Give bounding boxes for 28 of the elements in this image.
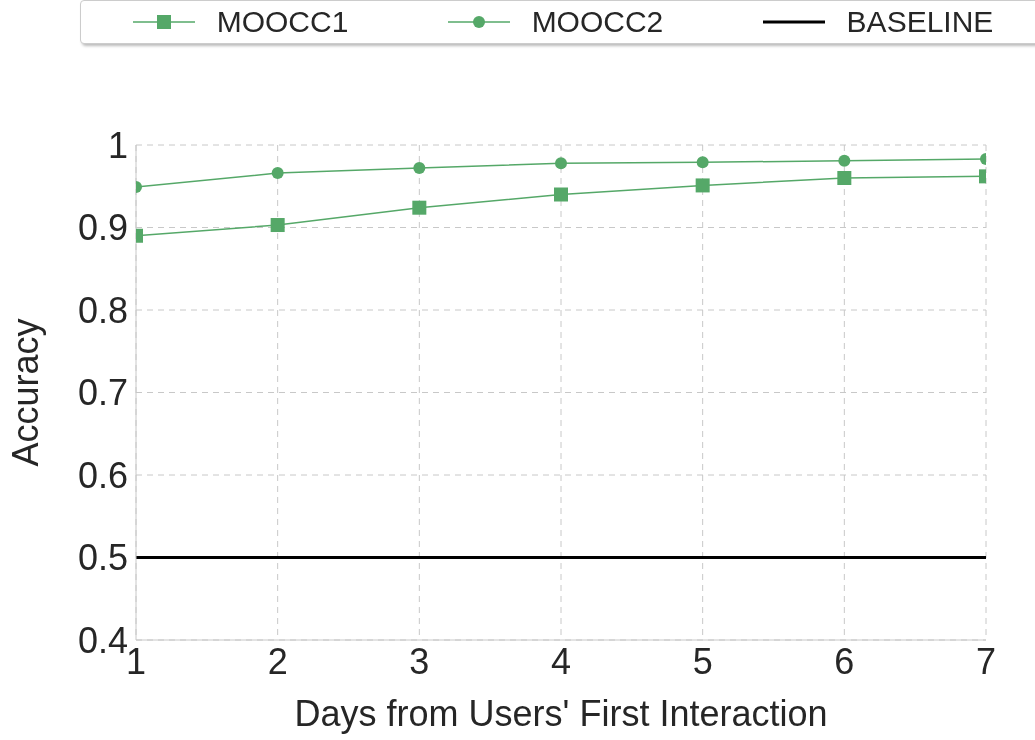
legend-label: MOOCC1 xyxy=(215,5,349,39)
point xyxy=(696,156,709,169)
y-tick-label: 1 xyxy=(107,124,128,166)
x-tick-label: 2 xyxy=(267,640,288,682)
y-tick-label: 0.8 xyxy=(77,289,128,331)
legend-label: BASELINE xyxy=(845,5,994,39)
x-tick-label: 7 xyxy=(975,640,997,682)
x-tick-label: 5 xyxy=(692,640,713,682)
y-tick-label: 0.9 xyxy=(77,207,128,249)
y-tick-label: 0.6 xyxy=(77,454,128,496)
point xyxy=(413,162,426,175)
x-tick-label: 3 xyxy=(409,640,430,682)
y-tick-label: 0.4 xyxy=(77,619,128,661)
point xyxy=(838,154,851,167)
point xyxy=(837,171,852,185)
point xyxy=(271,167,284,180)
legend-label: MOOCC2 xyxy=(530,5,664,39)
x-tick-label: 4 xyxy=(550,640,572,682)
y-axis-title: Accuracy xyxy=(5,318,46,467)
y-tick-label: 0.7 xyxy=(77,372,128,414)
x-axis-title: Days from Users' First Interaction xyxy=(294,693,828,734)
point xyxy=(270,218,285,233)
x-tick-label: 6 xyxy=(834,640,855,682)
point xyxy=(412,200,427,215)
point xyxy=(695,178,710,193)
point xyxy=(555,157,567,170)
point xyxy=(554,187,568,202)
y-tick-label: 0.5 xyxy=(77,537,128,579)
